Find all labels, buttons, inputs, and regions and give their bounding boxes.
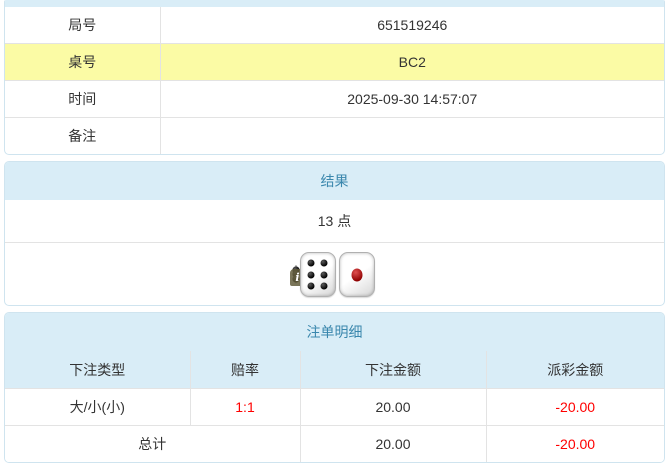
col-bet-type: 下注类型: [5, 351, 191, 389]
bets-panel: 注单明细 下注类型 赔率 下注金额 派彩金额 大/小(小) 1:1 20.00 …: [4, 312, 665, 463]
total-row: 总计 20.00 -20.00: [5, 425, 664, 462]
result-panel-title: 结果: [5, 162, 664, 200]
table-id-value: BC2: [159, 43, 664, 81]
die-1-wrap: i: [289, 265, 306, 286]
cutoff-header-strip: [5, 0, 664, 7]
total-bet-amount-cell: 20.00: [299, 425, 487, 462]
bets-header-row: 下注类型 赔率 下注金额 派彩金额: [5, 351, 664, 389]
odds-cell: 1:1: [189, 388, 301, 426]
total-label-cell: 总计: [5, 425, 301, 462]
remark-label: 备注: [5, 117, 161, 154]
total-payout-amount-cell: -20.00: [485, 425, 664, 462]
result-panel: 结果 13 点 i: [4, 161, 665, 306]
time-label: 时间: [5, 80, 161, 118]
table-row: 桌号 BC2: [5, 43, 664, 81]
col-payout-amount: 派彩金额: [485, 351, 664, 389]
round-id-value: 651519246: [159, 7, 664, 44]
payout-amount-cell: -20.00: [485, 388, 664, 426]
dice-row: i: [5, 243, 664, 305]
col-bet-amount: 下注金额: [299, 351, 487, 389]
table-row: 备注: [5, 117, 664, 154]
table-row: 局号 651519246: [5, 7, 664, 44]
table-id-label: 桌号: [5, 43, 161, 81]
game-info-table: 局号 651519246 桌号 BC2 时间 2025-09-30 14:57:…: [5, 7, 664, 154]
table-row: 时间 2025-09-30 14:57:07: [5, 80, 664, 118]
bet-row: 大/小(小) 1:1 20.00 -20.00: [5, 388, 664, 426]
bet-amount-cell: 20.00: [299, 388, 487, 426]
die-one-icon: [338, 251, 375, 297]
remark-value: [159, 117, 664, 154]
round-id-label: 局号: [5, 7, 161, 44]
time-value: 2025-09-30 14:57:07: [159, 80, 664, 118]
bet-type-cell: 大/小(小): [5, 388, 191, 426]
bets-panel-title: 注单明细: [5, 313, 664, 351]
die-six-icon: [299, 251, 336, 297]
bets-table: 下注类型 赔率 下注金额 派彩金额 大/小(小) 1:1 20.00 -20.0…: [5, 351, 664, 462]
col-odds: 赔率: [189, 351, 301, 389]
game-info-panel: 局号 651519246 桌号 BC2 时间 2025-09-30 14:57:…: [4, 0, 665, 155]
result-points: 13 点: [5, 200, 664, 243]
